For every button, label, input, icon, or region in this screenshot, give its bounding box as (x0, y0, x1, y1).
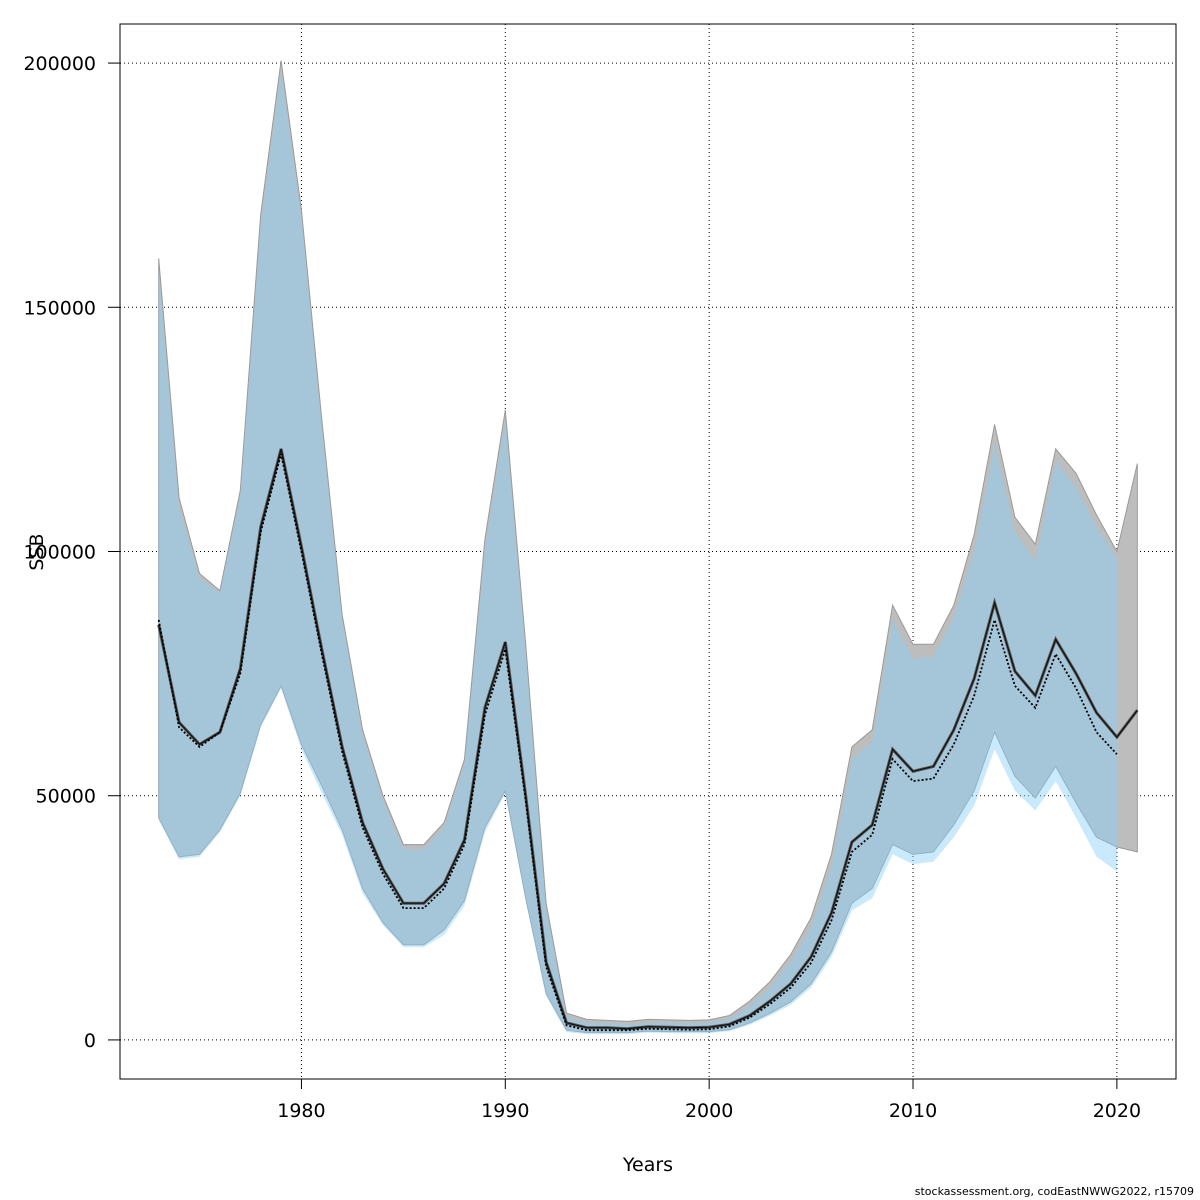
x-tick-label-1990: 1990 (481, 1100, 529, 1122)
estimate-line (158, 448, 1138, 1030)
footer-credit: stockassessment.org, codEastNWWG2022, r1… (914, 1185, 1194, 1198)
confidence-bands (158, 60, 1138, 1035)
y-tick-label-50000: 50000 (36, 786, 96, 808)
y-axis-ticks: 0 50000 100000 150000 200000 (23, 53, 120, 1052)
confidence-band-grey (158, 60, 1138, 1034)
estimate-line-dotted (157, 453, 1118, 1032)
x-axis-title: Years (622, 1154, 673, 1176)
y-tick-label-200000: 200000 (23, 53, 96, 75)
x-tick-label-2020: 2020 (1093, 1100, 1141, 1122)
x-tick-label-1980: 1980 (277, 1100, 325, 1122)
estimate-lines (157, 448, 1139, 1032)
y-axis-title: SSB (26, 533, 48, 570)
y-tick-label-100000: 100000 (23, 542, 96, 564)
y-tick-label-150000: 150000 (23, 297, 96, 319)
y-tick-label-0: 0 (84, 1030, 96, 1052)
x-axis-ticks: 1980 1990 2000 2010 2020 (277, 1079, 1141, 1122)
x-tick-label-2000: 2000 (685, 1100, 733, 1122)
x-tick-label-2010: 2010 (889, 1100, 937, 1122)
confidence-band-blue (158, 70, 1117, 1035)
